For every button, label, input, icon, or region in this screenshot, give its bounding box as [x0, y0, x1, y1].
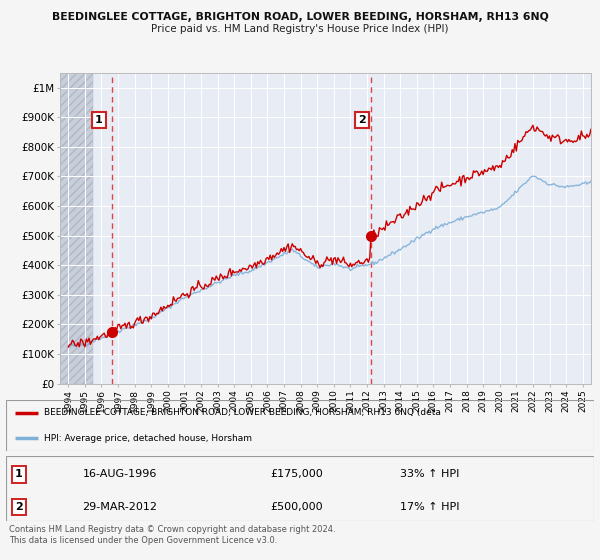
- Text: 1: 1: [95, 115, 103, 125]
- Text: 2: 2: [15, 502, 23, 512]
- Text: £500,000: £500,000: [271, 502, 323, 512]
- Text: HPI: Average price, detached house, Horsham: HPI: Average price, detached house, Hors…: [44, 433, 252, 443]
- Text: Price paid vs. HM Land Registry's House Price Index (HPI): Price paid vs. HM Land Registry's House …: [151, 24, 449, 34]
- Text: 1: 1: [15, 469, 23, 479]
- Text: 33% ↑ HPI: 33% ↑ HPI: [400, 469, 460, 479]
- Text: 17% ↑ HPI: 17% ↑ HPI: [400, 502, 460, 512]
- Text: BEEDINGLEE COTTAGE, BRIGHTON ROAD, LOWER BEEDING, HORSHAM, RH13 6NQ (deta: BEEDINGLEE COTTAGE, BRIGHTON ROAD, LOWER…: [44, 408, 441, 418]
- Text: 2: 2: [358, 115, 366, 125]
- Text: 16-AUG-1996: 16-AUG-1996: [82, 469, 157, 479]
- Text: BEEDINGLEE COTTAGE, BRIGHTON ROAD, LOWER BEEDING, HORSHAM, RH13 6NQ: BEEDINGLEE COTTAGE, BRIGHTON ROAD, LOWER…: [52, 12, 548, 22]
- Text: 29-MAR-2012: 29-MAR-2012: [82, 502, 157, 512]
- Text: £175,000: £175,000: [271, 469, 323, 479]
- Text: Contains HM Land Registry data © Crown copyright and database right 2024.
This d: Contains HM Land Registry data © Crown c…: [9, 525, 335, 545]
